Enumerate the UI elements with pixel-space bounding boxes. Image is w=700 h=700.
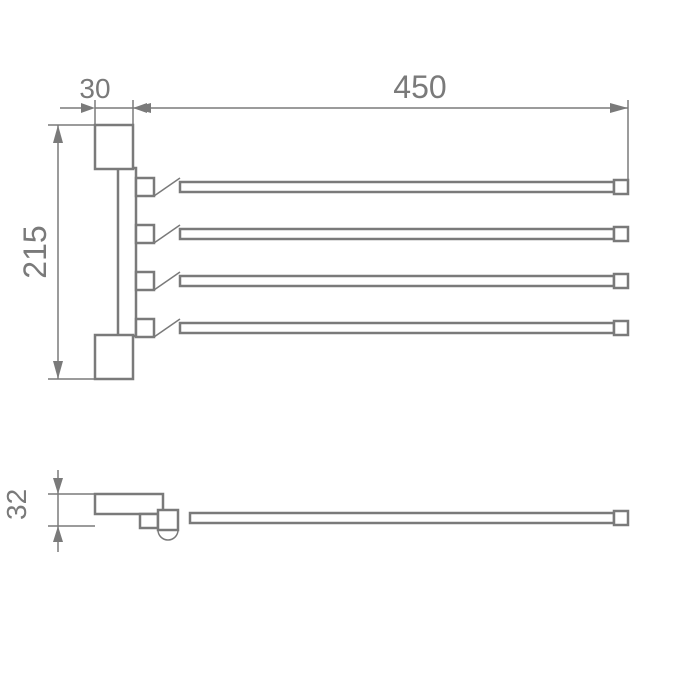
front-view — [95, 125, 628, 379]
dim-215-text: 215 — [17, 225, 53, 278]
dim-30-text: 30 — [79, 73, 110, 104]
dimension-drawing: 30 450 215 32 — [0, 0, 700, 700]
bar-1 — [154, 178, 628, 196]
dim-450: 450 — [133, 69, 628, 190]
dim-215: 215 — [17, 125, 95, 379]
bar-2 — [154, 225, 628, 243]
bar-4 — [154, 319, 628, 337]
side-view — [95, 494, 628, 540]
bar-3 — [154, 272, 628, 290]
dim-450-text: 450 — [393, 69, 446, 105]
dim-32-text: 32 — [1, 489, 32, 520]
dim-32: 32 — [1, 470, 95, 552]
